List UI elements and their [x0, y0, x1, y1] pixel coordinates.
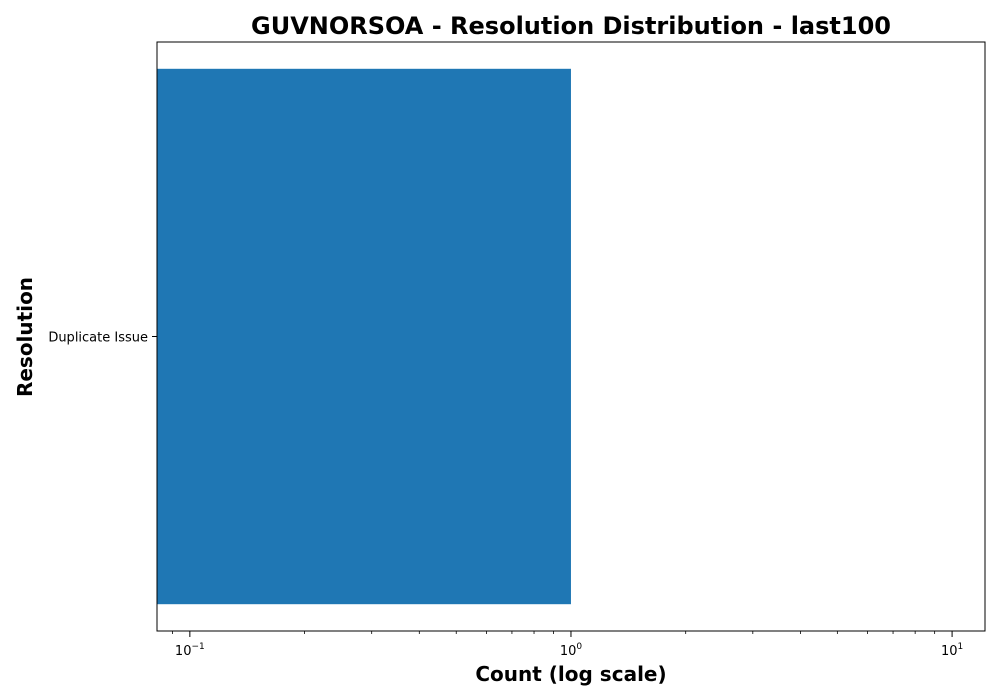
x-axis-label: Count (log scale): [475, 662, 666, 686]
x-tick-label: 100: [560, 642, 583, 659]
x-tick-label: 10−1: [175, 642, 205, 659]
plot-frame: [156, 41, 986, 632]
y-axis-ticks: Duplicate Issue: [48, 331, 157, 346]
plot-area: Duplicate Issue 10−1 100 101: [48, 41, 986, 659]
x-axis-ticks: 10−1 100 101: [175, 631, 963, 659]
x-tick-label: 101: [941, 642, 963, 659]
y-axis-label: Resolution: [13, 277, 37, 397]
bars-group: [157, 68, 571, 605]
bar-duplicate-issue: [157, 68, 571, 605]
chart-title: GUVNORSOA - Resolution Distribution - la…: [251, 12, 891, 40]
y-tick-label: Duplicate Issue: [48, 331, 148, 346]
